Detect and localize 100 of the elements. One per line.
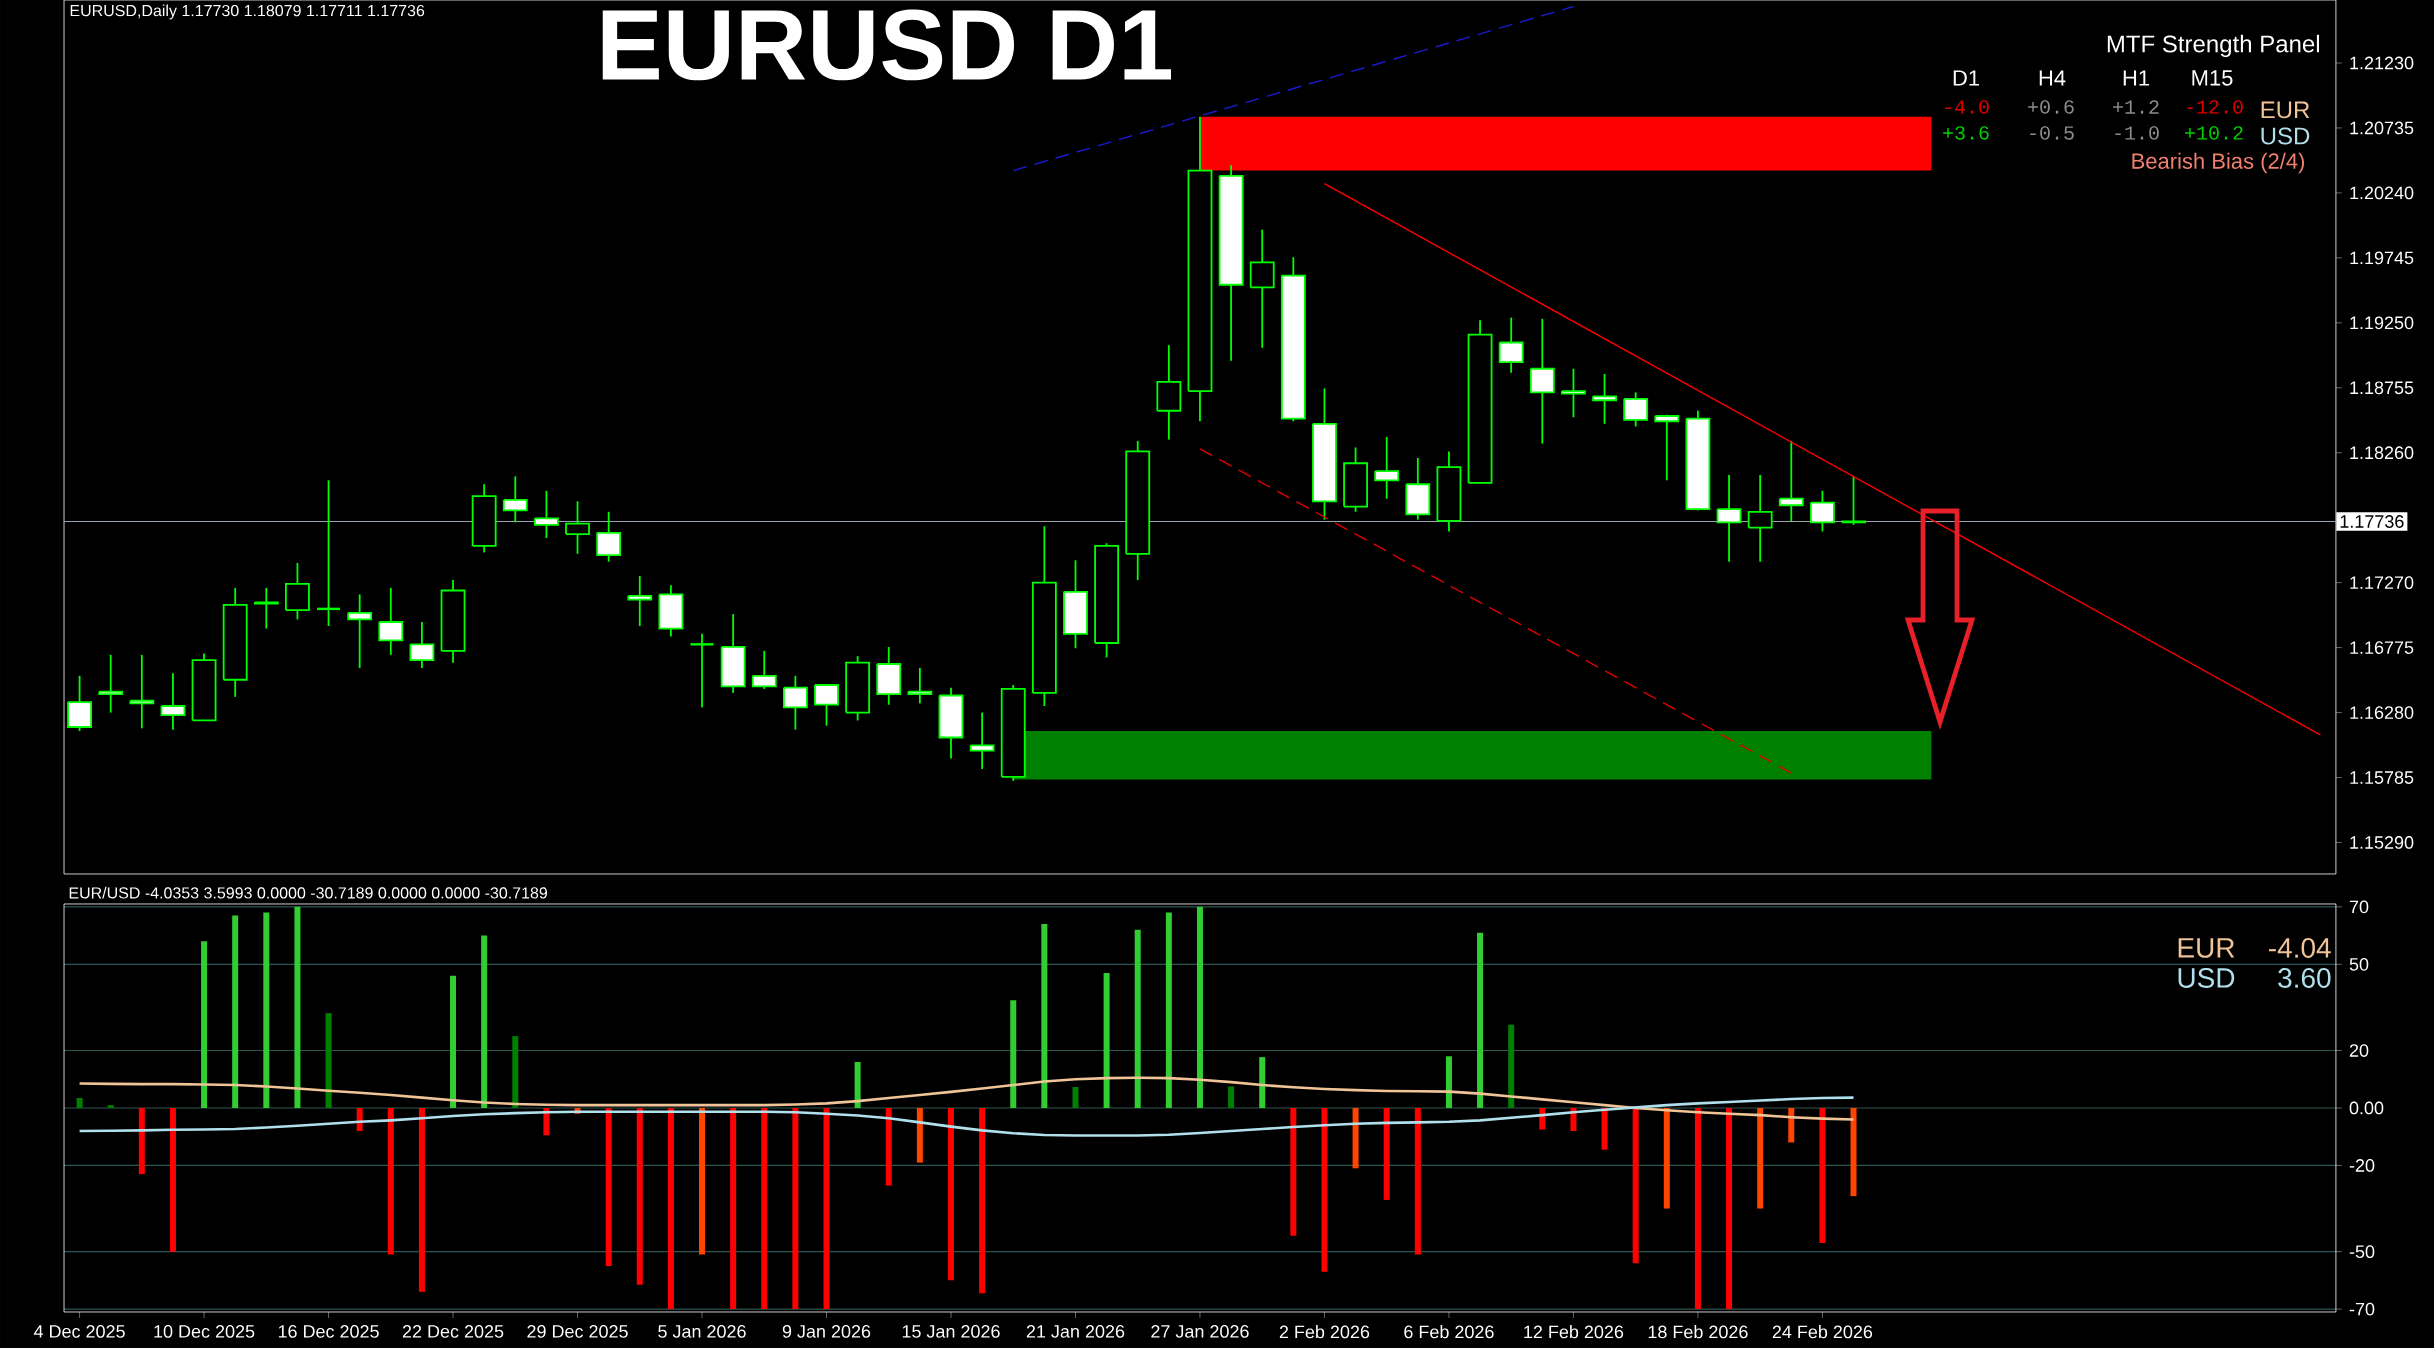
annotation: +3.6 <box>1943 126 1989 140</box>
bar <box>1819 1107 1826 1244</box>
y-tick-label: 1.18755 <box>2350 381 2414 395</box>
bar <box>481 935 488 1108</box>
candlestick <box>533 489 559 539</box>
y-tick-label: -20 <box>2349 1159 2375 1172</box>
bar <box>1134 929 1141 1108</box>
annotation: H4 <box>2039 70 2066 86</box>
bar <box>1445 1056 1452 1108</box>
bar <box>979 1107 986 1294</box>
candlestick <box>969 711 995 770</box>
bar <box>1041 924 1048 1108</box>
bar <box>1508 1024 1515 1108</box>
bar <box>1757 1107 1764 1209</box>
bar <box>169 1107 176 1252</box>
candlestick <box>565 500 590 555</box>
annotation: EUR <box>2261 101 2310 119</box>
bar <box>263 912 270 1108</box>
bar <box>325 1013 332 1108</box>
candlestick <box>1374 436 1400 500</box>
candlestick <box>347 593 373 669</box>
annotation: +1.2 <box>2113 100 2159 114</box>
bar <box>854 1062 861 1108</box>
y-tick-label: -70 <box>2349 1302 2375 1316</box>
y-tick-label: 1.16280 <box>2350 706 2414 719</box>
bar <box>823 1107 830 1310</box>
ref-line-label: 1.17736 <box>2340 515 2404 528</box>
candlestick <box>627 575 653 627</box>
annotation: -4.0 <box>1945 100 1989 114</box>
bar <box>1352 1107 1359 1169</box>
candlestick <box>409 621 435 669</box>
candlestick <box>378 587 404 656</box>
x-tick-label: 2 Feb 2026 <box>1279 1325 1370 1339</box>
candlestick <box>1498 316 1524 374</box>
candlestick <box>1654 413 1680 482</box>
bar <box>730 1107 737 1310</box>
candlestick <box>129 653 155 730</box>
annotation: EURUSD,Daily 1.17730 1.18079 1.17711 1.17736 <box>70 4 425 20</box>
bar <box>916 1107 923 1163</box>
bar <box>1601 1107 1608 1150</box>
bar <box>138 1107 145 1175</box>
x-tick-label: 12 Feb 2026 <box>1524 1325 1624 1339</box>
candlestick <box>502 475 528 524</box>
x-tick-label: 22 Dec 2025 <box>402 1325 504 1338</box>
bar <box>1103 972 1110 1108</box>
annotation: H1 <box>2123 70 2150 86</box>
candlestick <box>315 479 342 627</box>
candlestick <box>1592 373 1617 425</box>
chart-title: EURUSD D1 <box>602 9 1171 81</box>
bar <box>201 941 208 1108</box>
candlestick <box>782 674 808 731</box>
annotation: MTF Strength Panel <box>2107 34 2319 58</box>
y-tick-label: 20 <box>2349 1044 2369 1057</box>
x-tick-label: 4 Dec 2025 <box>33 1325 125 1338</box>
bar <box>450 975 457 1108</box>
x-tick-label: 29 Dec 2025 <box>527 1325 628 1338</box>
y-tick-label: 50 <box>2349 957 2369 971</box>
x-tick-label: 27 Jan 2026 <box>1151 1325 1249 1338</box>
bar <box>1694 1107 1701 1310</box>
bar <box>761 1107 768 1310</box>
text: USD <box>2178 968 2235 988</box>
candlestick <box>253 587 279 630</box>
candlestick <box>1778 440 1804 522</box>
bar <box>1321 1107 1328 1272</box>
candlestick <box>1561 367 1586 419</box>
y-tick-label: 1.15290 <box>2350 836 2414 849</box>
candlestick <box>160 672 186 731</box>
bar <box>1414 1107 1421 1255</box>
bar <box>1632 1107 1639 1264</box>
annotation: D1 <box>1953 70 1980 86</box>
text: EUR <box>2178 938 2235 958</box>
bar <box>605 1107 612 1267</box>
y-tick-label: -50 <box>2349 1245 2375 1259</box>
annotation: USD <box>2261 127 2310 145</box>
chart-title: EUR/USD -4.0353 3.5993 0.0000 -30.7189 0.0000 0.0000 -30.7189 <box>69 886 548 899</box>
x-tick-label: 16 Dec 2025 <box>278 1325 379 1338</box>
bar <box>792 1107 799 1310</box>
candlestick <box>1623 391 1649 428</box>
bar <box>636 1107 643 1285</box>
x-tick-label: 10 Dec 2025 <box>154 1325 255 1338</box>
bar <box>512 1036 519 1108</box>
bar <box>1010 1000 1017 1108</box>
x-tick-label: 18 Feb 2026 <box>1648 1325 1748 1339</box>
bar <box>1383 1107 1390 1200</box>
candlestick <box>751 649 777 690</box>
bar <box>1477 932 1484 1108</box>
bar <box>1850 1107 1857 1197</box>
annotation: M15 <box>2192 70 2233 86</box>
candlestick <box>1747 474 1773 563</box>
annotation: -4.04 <box>2269 938 2331 958</box>
candlestick <box>98 653 124 714</box>
bar <box>418 1107 425 1292</box>
y-tick-label: 70 <box>2349 900 2369 914</box>
candlestick <box>1529 317 1555 445</box>
y-tick-label: 1.15785 <box>2350 771 2414 784</box>
candlestick <box>907 667 933 705</box>
bar <box>1228 1086 1235 1108</box>
x-tick-label: 5 Jan 2026 <box>658 1325 746 1338</box>
bar <box>947 1107 954 1281</box>
bar <box>1788 1107 1795 1143</box>
